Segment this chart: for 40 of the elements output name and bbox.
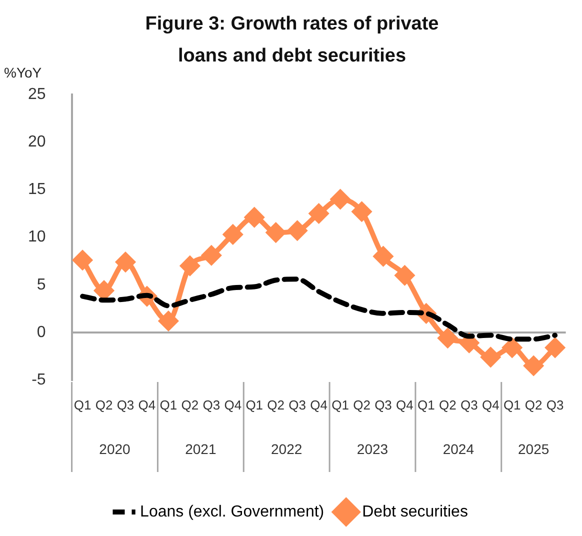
x-tick-label: Q3 (546, 397, 564, 412)
x-tick-label: Q2 (181, 397, 199, 412)
y-tick-label: 5 (36, 276, 46, 294)
y-tick-label: 10 (28, 228, 46, 246)
x-tick-label: Q2 (439, 397, 456, 412)
text: 2020 (99, 440, 131, 457)
x-tick-label: Q4 (482, 397, 500, 412)
x-tick-label: Q3 (460, 397, 478, 412)
y-tick-label: 15 (28, 181, 46, 198)
y-tick-label: 20 (28, 134, 46, 151)
x-tick-label: Q4 (310, 397, 328, 412)
text: 2021 (185, 440, 216, 457)
x-tick-label: Q3 (288, 397, 306, 412)
chart-title: Figure 3: Growth rates of private loans and debt securities (145, 13, 439, 67)
text: 2025 (518, 440, 550, 457)
y-tick-label: 0 (36, 324, 46, 341)
text: 2024 (442, 440, 474, 457)
x-tick-label: Q4 (396, 397, 414, 412)
x-tick-label: Q2 (353, 397, 370, 412)
x-tick-label: Q1 (503, 397, 521, 412)
y-tick-label: 25 (28, 86, 46, 104)
x-tick-label: Q2 (524, 397, 542, 412)
x-tick-label: Q3 (374, 397, 392, 412)
y-axis-title: %YoY (4, 64, 42, 80)
legend-label: Debt securities (362, 503, 468, 520)
legend-label: Loans (excl. Government) (140, 503, 324, 520)
x-tick-label: Q3 (202, 397, 220, 412)
x-tick-label: Q1 (160, 397, 178, 412)
x-tick-label: Q1 (246, 397, 264, 412)
x-tick-label: Q1 (74, 397, 92, 412)
x-tick-label: Q4 (224, 397, 242, 412)
x-tick-label: Q3 (116, 397, 134, 412)
x-tick-label: Q1 (418, 397, 435, 412)
text: 2023 (356, 440, 388, 457)
text: 2022 (271, 440, 302, 457)
x-tick-label: Q4 (138, 397, 156, 412)
x-tick-label: Q1 (332, 397, 349, 412)
x-tick-label: Q2 (267, 397, 285, 412)
x-tick-label: Q2 (95, 397, 113, 412)
y-tick-label: -5 (32, 371, 46, 388)
